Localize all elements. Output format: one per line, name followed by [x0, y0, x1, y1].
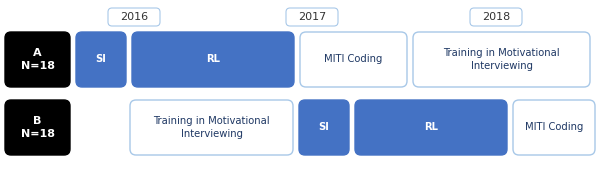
FancyBboxPatch shape	[5, 32, 70, 87]
FancyBboxPatch shape	[5, 100, 70, 155]
Text: B
N=18: B N=18	[20, 116, 55, 139]
FancyBboxPatch shape	[132, 32, 294, 87]
Text: A
N=18: A N=18	[20, 48, 55, 71]
Text: MITI Coding: MITI Coding	[325, 55, 383, 64]
FancyBboxPatch shape	[470, 8, 522, 26]
FancyBboxPatch shape	[76, 32, 126, 87]
Text: 2017: 2017	[298, 12, 326, 22]
Text: RL: RL	[206, 55, 220, 64]
Text: RL: RL	[424, 123, 438, 132]
FancyBboxPatch shape	[130, 100, 293, 155]
FancyBboxPatch shape	[413, 32, 590, 87]
FancyBboxPatch shape	[355, 100, 507, 155]
FancyBboxPatch shape	[513, 100, 595, 155]
FancyBboxPatch shape	[300, 32, 407, 87]
FancyBboxPatch shape	[299, 100, 349, 155]
Text: MITI Coding: MITI Coding	[525, 123, 583, 132]
FancyBboxPatch shape	[108, 8, 160, 26]
Text: 2018: 2018	[482, 12, 510, 22]
Text: SI: SI	[319, 123, 329, 132]
Text: Training in Motivational
Interviewing: Training in Motivational Interviewing	[443, 48, 560, 71]
Text: Training in Motivational
Interviewing: Training in Motivational Interviewing	[153, 116, 270, 139]
Text: 2016: 2016	[120, 12, 148, 22]
FancyBboxPatch shape	[286, 8, 338, 26]
Text: SI: SI	[95, 55, 106, 64]
